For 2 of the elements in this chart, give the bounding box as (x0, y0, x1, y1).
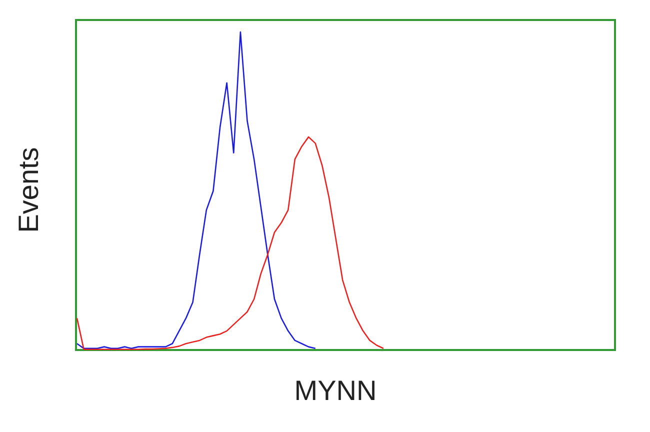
y-axis-title: Events (13, 147, 44, 233)
x-axis-title: MYNN (294, 375, 377, 406)
